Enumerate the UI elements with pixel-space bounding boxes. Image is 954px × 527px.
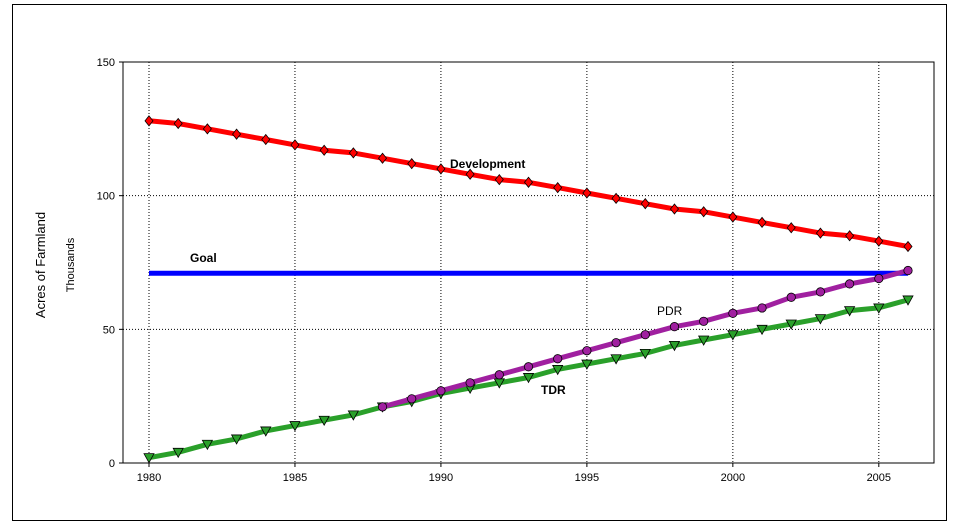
data-point-development	[348, 147, 358, 159]
data-point-development	[173, 117, 183, 130]
data-point-pdr	[903, 265, 913, 276]
data-point-pdr	[874, 273, 884, 284]
y-tick-label: 100	[97, 191, 115, 203]
data-point-development	[144, 115, 154, 127]
data-point-tdr	[289, 421, 301, 432]
data-point-tdr	[522, 373, 535, 384]
data-point-development	[378, 152, 388, 164]
data-point-pdr	[523, 362, 534, 372]
data-point-pdr	[465, 378, 475, 388]
annotation-pdr: PDR	[657, 304, 683, 318]
annotation-goal: Goal	[190, 251, 217, 265]
x-tick-label: 1980	[137, 472, 161, 484]
data-point-pdr	[436, 386, 446, 396]
data-point-development	[319, 144, 329, 156]
data-point-development	[728, 211, 738, 223]
data-point-development	[903, 240, 913, 253]
data-point-pdr	[728, 308, 738, 318]
y-axis-unit-label: Thousands	[65, 237, 77, 292]
data-point-tdr	[814, 314, 827, 325]
annotation-development: Development	[450, 157, 525, 171]
data-point-development	[523, 176, 534, 188]
data-point-tdr	[610, 354, 622, 365]
data-point-development	[757, 216, 767, 229]
plot-area	[122, 61, 935, 464]
data-point-tdr	[172, 447, 184, 459]
data-point-development	[436, 163, 446, 175]
data-point-tdr	[843, 306, 856, 317]
data-point-tdr	[143, 453, 155, 464]
series-layer	[143, 115, 914, 464]
data-point-development	[494, 173, 504, 186]
data-point-pdr	[757, 303, 767, 313]
y-axis-ticks: 0 50 100 150	[97, 57, 123, 470]
data-point-tdr	[552, 365, 564, 376]
x-axis-ticks: 1980 1985 1990 1995 2000 2005	[137, 463, 891, 484]
series-development	[144, 115, 913, 253]
data-point-development	[845, 230, 855, 242]
data-point-development	[611, 192, 621, 204]
data-point-tdr	[230, 434, 243, 445]
annotation-tdr: TDR	[541, 383, 566, 397]
data-point-tdr	[260, 426, 272, 437]
data-point-development	[582, 187, 592, 199]
data-point-tdr	[318, 415, 330, 427]
data-point-pdr	[786, 292, 796, 302]
data-point-development	[874, 235, 884, 247]
x-tick-label: 1995	[575, 472, 599, 484]
y-tick-label: 150	[97, 57, 115, 69]
data-point-pdr	[815, 287, 826, 297]
data-point-tdr	[873, 303, 885, 314]
data-point-tdr	[347, 410, 360, 421]
y-axis-label: Acres of Farmland	[33, 212, 48, 318]
data-point-tdr	[756, 324, 768, 336]
data-point-pdr	[553, 354, 563, 364]
x-tick-label: 1990	[429, 472, 453, 484]
x-tick-label: 2000	[721, 472, 745, 484]
data-point-tdr	[201, 439, 214, 451]
data-point-pdr	[845, 279, 855, 289]
x-tick-label: 1985	[283, 472, 307, 484]
data-point-development	[261, 133, 271, 146]
data-point-tdr	[581, 359, 593, 370]
x-tick-label: 2005	[867, 472, 891, 484]
data-point-pdr	[407, 394, 417, 404]
data-point-tdr	[697, 335, 710, 346]
y-tick-label: 0	[109, 458, 115, 470]
data-point-development	[786, 222, 796, 234]
data-point-development	[640, 198, 650, 210]
data-point-pdr	[582, 346, 592, 356]
data-point-pdr	[640, 330, 650, 340]
data-point-development	[699, 206, 709, 218]
data-point-tdr	[785, 319, 797, 330]
data-point-development	[815, 227, 825, 239]
data-point-pdr	[377, 402, 388, 412]
data-point-development	[290, 139, 300, 151]
data-point-development	[553, 182, 563, 194]
data-point-pdr	[699, 316, 709, 326]
series-pdr	[377, 265, 913, 412]
data-point-pdr	[611, 338, 621, 348]
data-point-tdr	[639, 348, 651, 360]
data-point-development	[202, 123, 212, 135]
data-point-development	[407, 157, 417, 170]
data-point-development	[232, 128, 242, 140]
data-point-tdr	[727, 330, 739, 341]
data-point-tdr	[902, 295, 914, 306]
data-point-development	[465, 168, 475, 180]
y-tick-label: 50	[103, 324, 115, 336]
data-point-pdr	[494, 370, 504, 380]
grid-lines	[123, 62, 934, 463]
data-point-development	[669, 203, 679, 215]
data-point-pdr	[669, 322, 680, 332]
data-point-tdr	[668, 340, 681, 352]
